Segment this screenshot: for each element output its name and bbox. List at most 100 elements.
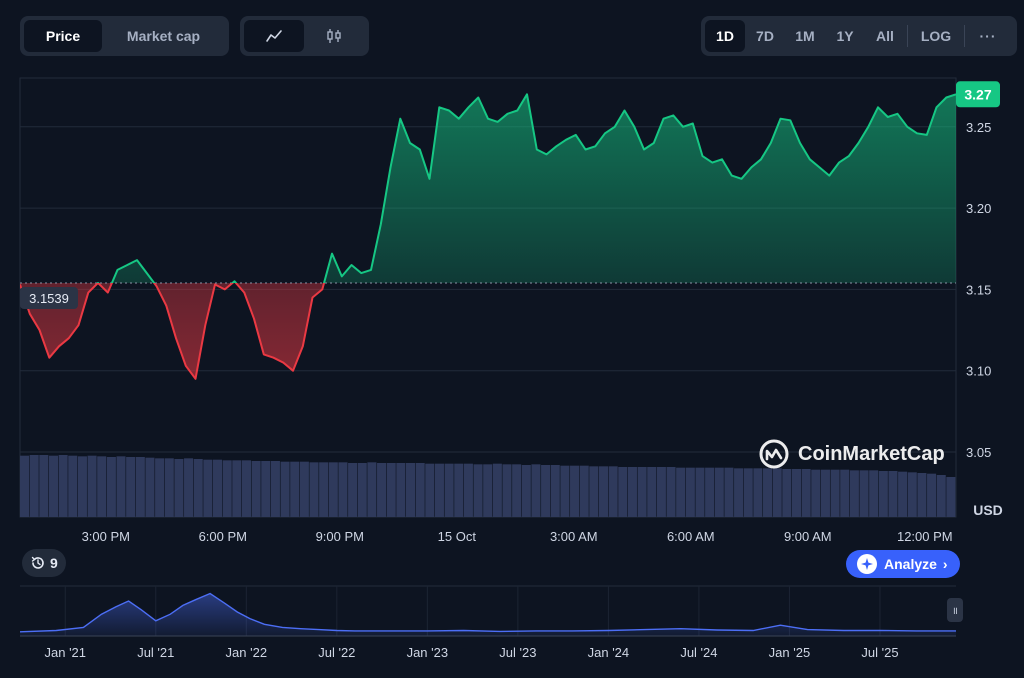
x-tick-label: 6:00 AM: [667, 529, 715, 544]
volume-bar: [753, 468, 763, 517]
tab-market-cap[interactable]: Market cap: [126, 28, 201, 44]
volume-bar: [888, 471, 898, 517]
chevron-right-icon: ›: [942, 556, 948, 572]
volume-bar: [859, 470, 869, 517]
volume-bar: [820, 469, 830, 517]
navigator-tick-label: Jul '22: [318, 645, 355, 660]
navigator-tick-label: Jul '21: [137, 645, 174, 660]
ai-sparkle-icon: [857, 554, 877, 574]
volume-bar: [444, 463, 454, 517]
volume-bars: [20, 455, 956, 517]
volume-bar: [106, 457, 116, 517]
baseline-badge: 3.1539: [20, 287, 78, 309]
volume-bar: [473, 464, 483, 517]
volume-bar: [251, 461, 261, 517]
volume-bar: [290, 461, 300, 517]
history-button[interactable]: 9: [22, 549, 66, 577]
divider: [964, 25, 965, 47]
navigator-handle[interactable]: ॥: [947, 598, 963, 622]
volume-bar: [763, 468, 773, 517]
volume-bar: [126, 457, 136, 517]
metric-toggle: Price Market cap: [20, 16, 229, 56]
volume-bar: [782, 469, 792, 517]
volume-bar: [222, 460, 232, 517]
volume-bar: [830, 469, 840, 517]
volume-bar: [396, 463, 406, 517]
area-below-baseline: [20, 283, 956, 379]
chart-type-toggle: [240, 16, 369, 56]
volume-bar: [29, 455, 39, 517]
volume-bar: [97, 456, 107, 517]
volume-bar: [907, 472, 917, 517]
analyze-label: Analyze: [884, 556, 937, 572]
volume-bar: [492, 463, 502, 517]
range-1m-button[interactable]: 1M: [795, 28, 815, 44]
navigator-tick-label: Jul '24: [680, 645, 717, 660]
log-scale-button[interactable]: LOG: [920, 28, 952, 44]
volume-bar: [463, 463, 473, 517]
volume-bar: [656, 467, 666, 517]
line-chart-button[interactable]: [244, 20, 304, 52]
price-line-up: [96, 93, 956, 283]
range-1d-button[interactable]: 1D: [705, 20, 745, 52]
candlestick-icon: [327, 29, 341, 43]
x-tick-label: 3:00 PM: [82, 529, 130, 544]
range-7d-button[interactable]: 7D: [756, 28, 774, 44]
x-tick-label: 12:00 PM: [897, 529, 953, 544]
volume-bar: [801, 469, 811, 517]
volume-bar: [743, 468, 753, 517]
volume-bar: [685, 467, 695, 517]
navigator-tick-label: Jan '24: [588, 645, 630, 660]
y-tick-label: 3.10: [966, 364, 991, 379]
volume-bar: [425, 463, 435, 517]
volume-bar: [20, 455, 30, 517]
y-tick-label: 3.25: [966, 120, 991, 135]
volume-bar: [434, 463, 444, 517]
volume-bar: [541, 465, 551, 517]
volume-bar: [241, 460, 251, 517]
volume-bar: [898, 471, 908, 517]
x-tick-label: 15 Oct: [438, 529, 477, 544]
volume-bar: [261, 461, 271, 517]
volume-bar: [849, 470, 859, 517]
navigator-line: [19, 592, 956, 633]
analyze-button[interactable]: Analyze ›: [846, 550, 960, 578]
volume-bar: [328, 462, 338, 517]
volume-bar: [714, 467, 724, 517]
volume-bar: [270, 461, 280, 517]
volume-bar: [791, 469, 802, 517]
coinmarketcap-icon: [759, 439, 789, 469]
volume-bar: [164, 458, 174, 517]
volume-bar: [405, 463, 416, 517]
volume-bar: [811, 469, 821, 517]
navigator-tick-label: Jan '25: [769, 645, 811, 660]
volume-bar: [878, 471, 888, 517]
volume-bar: [521, 465, 531, 517]
x-tick-label: 3:00 AM: [550, 529, 598, 544]
volume-bar: [531, 464, 541, 517]
volume-bar: [647, 467, 657, 517]
more-options-button[interactable]: ···: [979, 28, 997, 44]
volume-bar: [309, 462, 319, 517]
x-tick-label: 9:00 PM: [316, 529, 364, 544]
y-tick-label: 3.15: [966, 282, 991, 297]
last-price-label: 3.27: [964, 86, 991, 102]
volume-bar: [377, 463, 387, 517]
time-range-toggle: 1D 7D 1M 1Y All LOG ···: [701, 16, 1017, 56]
price-lines: [20, 93, 956, 380]
divider: [907, 25, 908, 47]
candlestick-button[interactable]: [304, 20, 364, 52]
volume-bar: [319, 462, 329, 517]
volume-bar: [116, 456, 126, 517]
tab-price[interactable]: Price: [24, 20, 102, 52]
volume-bar: [68, 455, 78, 517]
range-1y-button[interactable]: 1Y: [836, 28, 854, 44]
pause-icon: ॥: [952, 606, 958, 617]
volume-bar: [174, 459, 184, 517]
range-all-button[interactable]: All: [876, 28, 894, 44]
navigator[interactable]: [19, 585, 956, 637]
volume-bar: [184, 458, 194, 517]
navigator-tick-label: Jan '21: [45, 645, 87, 660]
area-above-baseline: [20, 94, 956, 283]
